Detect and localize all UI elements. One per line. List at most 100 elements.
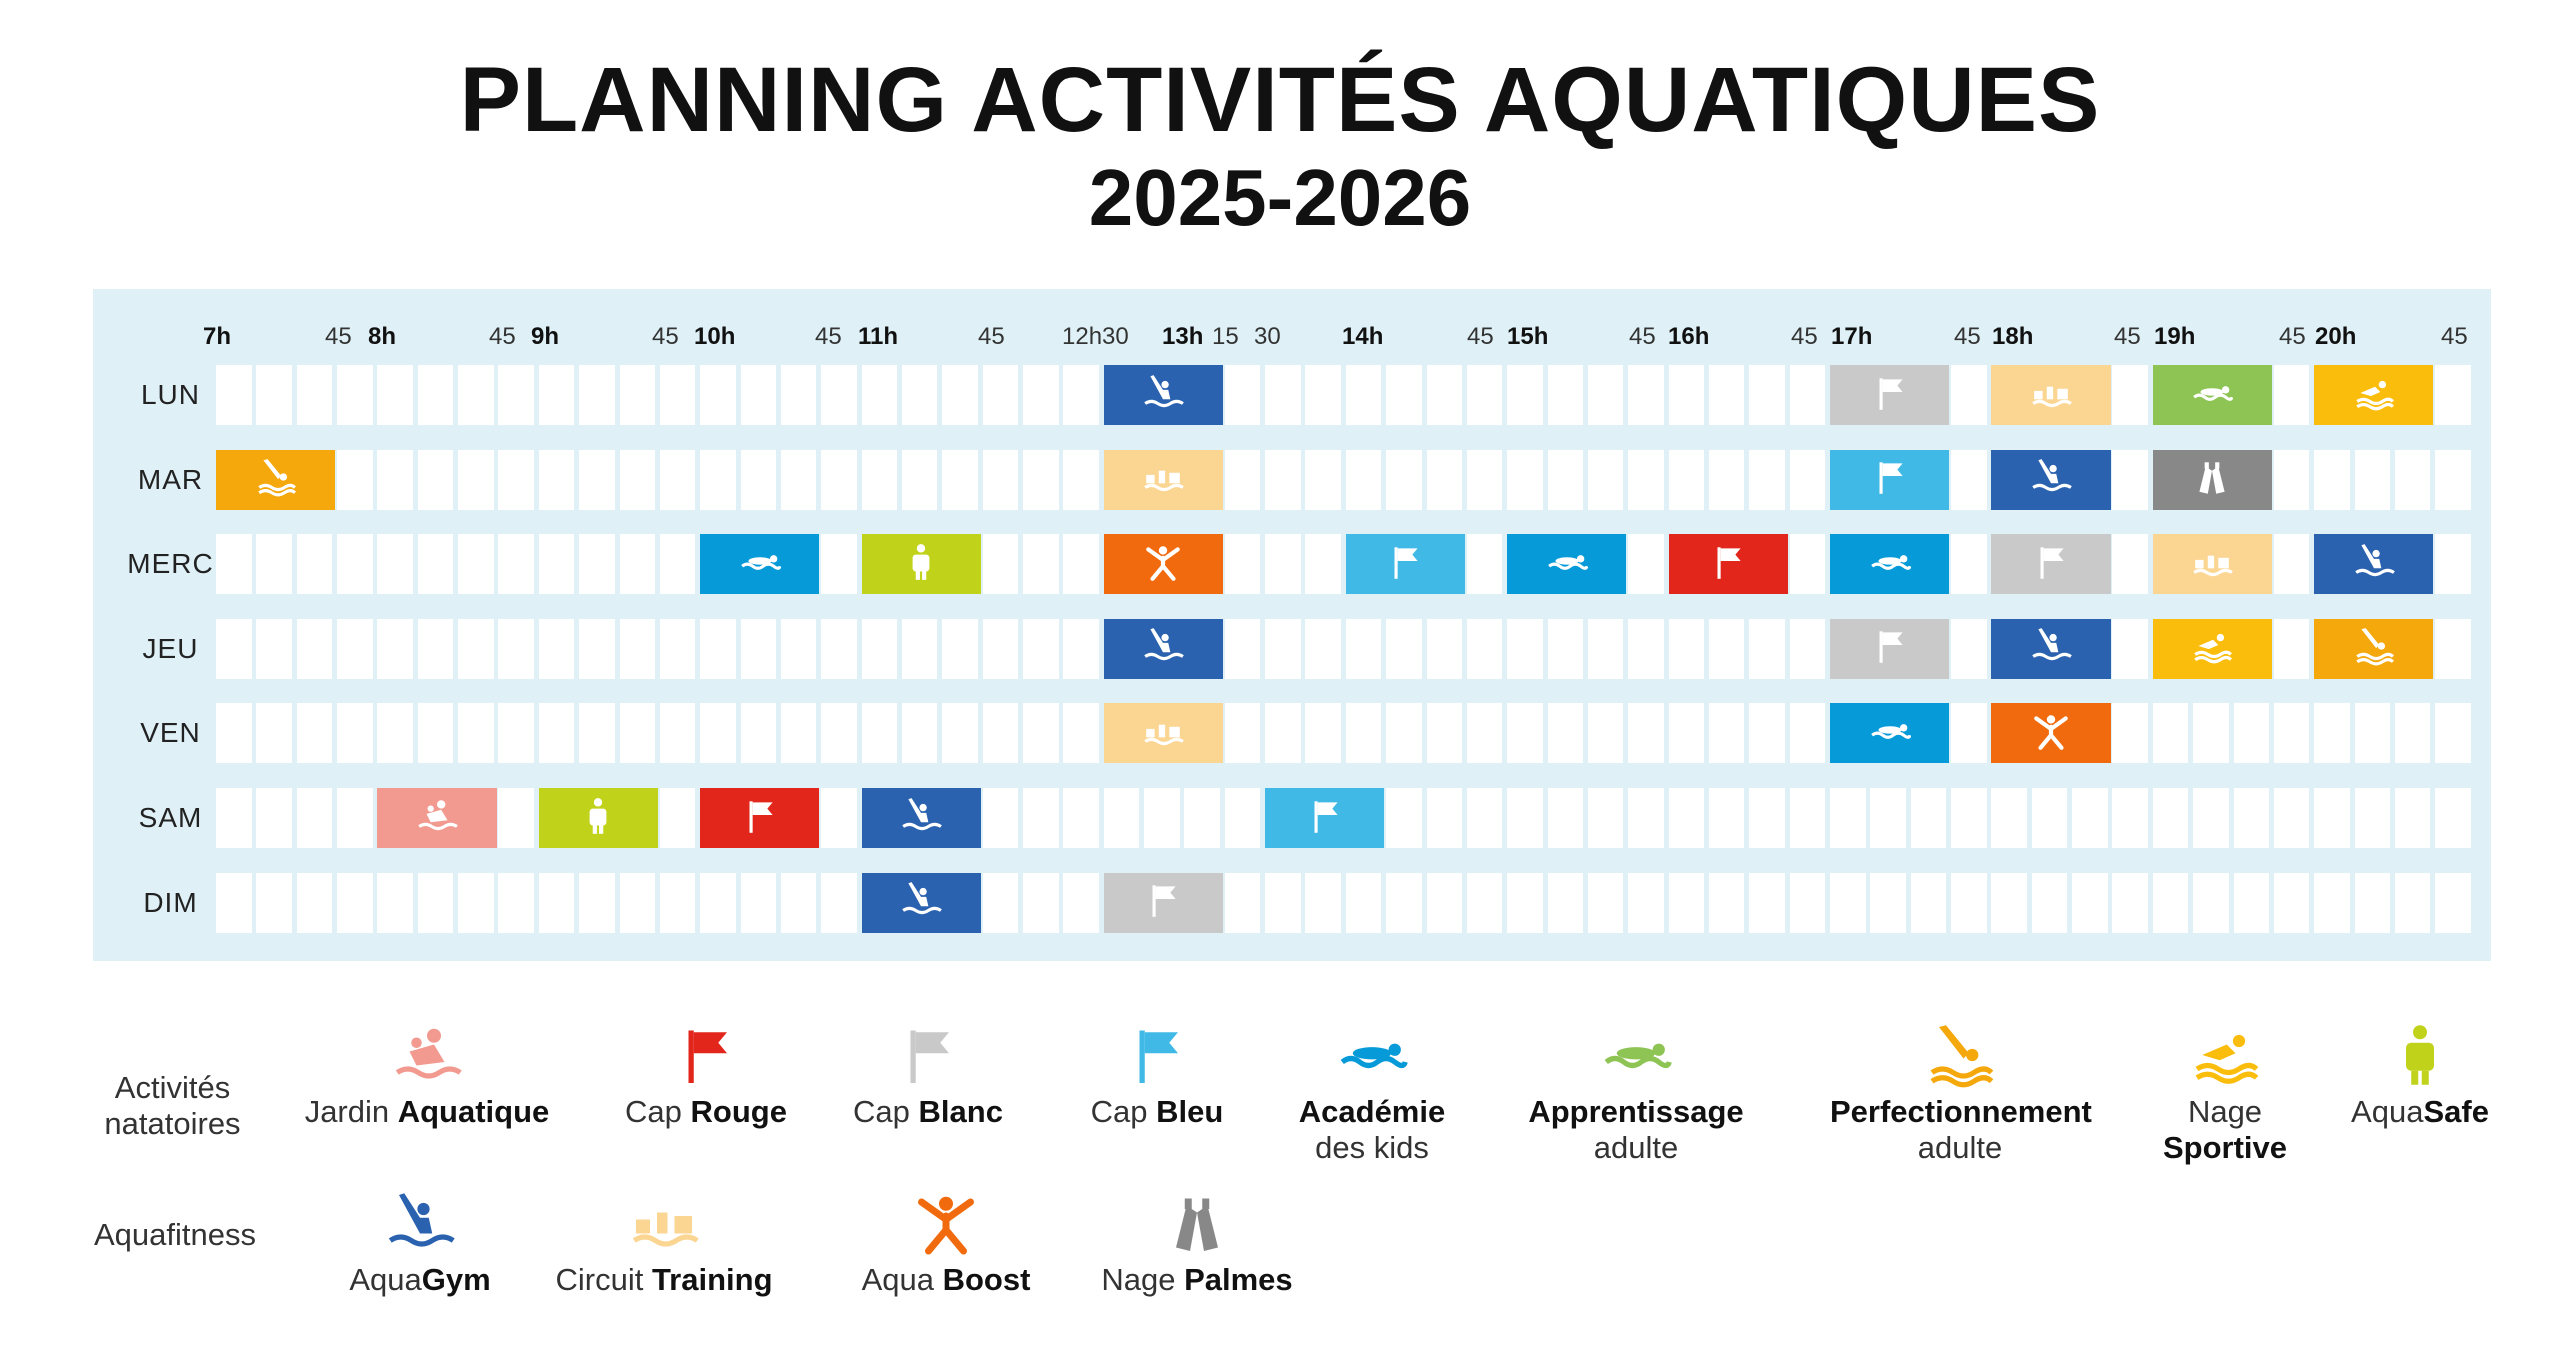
time-slot-cell <box>1910 788 1947 848</box>
time-slot-cell <box>1628 872 1664 933</box>
activity-block-nage-palmes[interactable] <box>2152 449 2272 510</box>
activity-block-cap-rouge[interactable] <box>700 788 820 848</box>
red-flag-icon <box>1707 541 1749 588</box>
time-tick-label: 45 <box>1629 323 1656 350</box>
activity-block-aquasafe[interactable] <box>538 788 658 848</box>
legend-label-bold: Safe <box>2423 1094 2489 1129</box>
activity-block-aquagym[interactable] <box>1103 365 1223 425</box>
swimmer-kids-icon <box>739 541 782 588</box>
time-slot-cell <box>619 449 655 510</box>
time-slot-cell <box>2273 703 2310 764</box>
blue-flag-icon <box>1384 541 1426 588</box>
legend-item-aquagym: AquaGym <box>290 1188 550 1298</box>
time-slot-cell <box>901 703 938 764</box>
activity-block-perfectionnement[interactable] <box>216 449 336 510</box>
activity-block-aquagym[interactable] <box>861 872 981 933</box>
time-slot-cell <box>821 449 857 510</box>
activity-block-cap-bleu[interactable] <box>1265 788 1385 848</box>
activity-block-aquagym[interactable] <box>1991 449 2111 510</box>
time-slot-cell <box>579 534 615 595</box>
sport-swimmer-icon <box>2191 625 2233 672</box>
time-slot-cell <box>780 449 817 510</box>
time-slot-cell <box>942 703 978 764</box>
time-slot-cell <box>2435 788 2471 848</box>
time-slot-cell <box>216 365 252 425</box>
time-slot-cell <box>538 703 575 764</box>
life-vest-icon <box>900 541 942 588</box>
page-title: PLANNING ACTIVITÉS AQUATIQUES <box>459 49 2101 151</box>
time-slot-cell <box>1507 449 1543 510</box>
activity-block-aqua-boost[interactable] <box>1103 534 1223 595</box>
time-slot-cell <box>1305 534 1341 595</box>
legend-label-regular: Aqua <box>861 1262 943 1297</box>
legend-item-academie: Académie des kids <box>1242 1020 1502 1166</box>
time-slot-cell <box>377 365 413 425</box>
time-slot-cell <box>256 365 292 425</box>
activity-block-cap-blanc[interactable] <box>1830 618 1950 679</box>
time-slot-cell <box>1708 872 1745 933</box>
activity-block-academie[interactable] <box>1830 703 1950 764</box>
time-tick-label: 45 <box>2441 323 2468 350</box>
aquagym-icon <box>378 1188 462 1258</box>
white-flag-icon <box>1869 625 1911 672</box>
activity-block-circuit-training[interactable] <box>1103 449 1223 510</box>
time-slot-cell <box>1587 449 1624 510</box>
time-slot-cell <box>2435 703 2471 764</box>
time-slot-cell <box>337 788 373 848</box>
time-slot-cell <box>417 703 454 764</box>
activity-block-apprentissage[interactable] <box>2152 365 2272 425</box>
page-subtitle: 2025-2026 <box>1088 153 1472 242</box>
activity-block-jardin[interactable] <box>377 788 497 848</box>
activity-block-nage-sportive[interactable] <box>2314 365 2434 425</box>
time-slot-cell <box>2273 449 2310 510</box>
time-slot-cell <box>296 703 333 764</box>
activity-block-nage-sportive[interactable] <box>2152 618 2272 679</box>
time-slot-cell <box>1265 872 1301 933</box>
time-tick-label: 13h <box>1162 323 1204 350</box>
activity-block-aqua-boost[interactable] <box>1991 703 2111 764</box>
aquagym-icon <box>2353 541 2395 588</box>
time-slot-cell <box>659 703 696 764</box>
time-slot-cell <box>1224 872 1261 933</box>
activity-block-aquagym[interactable] <box>2314 534 2434 595</box>
time-tick-label: 30 <box>1254 323 1281 350</box>
activity-block-aquagym[interactable] <box>1103 618 1223 679</box>
time-slot-cell <box>1063 788 1099 848</box>
time-slot-cell <box>538 449 575 510</box>
activity-block-circuit-training[interactable] <box>1103 703 1223 764</box>
time-slot-cell <box>1708 365 1745 425</box>
activity-block-academie[interactable] <box>1507 534 1627 595</box>
time-slot-cell <box>2354 788 2391 848</box>
white-flag-icon <box>1142 879 1184 926</box>
time-slot-cell <box>1547 872 1584 933</box>
activity-block-academie[interactable] <box>1830 534 1950 595</box>
time-slot-cell <box>377 449 413 510</box>
activity-block-aquasafe[interactable] <box>861 534 981 595</box>
legend-item-label: Jardin Aquatique <box>297 1094 557 1130</box>
activity-block-aquagym[interactable] <box>861 788 981 848</box>
activity-block-cap-blanc[interactable] <box>1103 872 1223 933</box>
activity-block-perfectionnement[interactable] <box>2314 618 2434 679</box>
activity-block-cap-blanc[interactable] <box>1830 365 1950 425</box>
time-slot-cell <box>1749 449 1785 510</box>
time-slot-cell <box>1386 788 1422 848</box>
time-slot-cell <box>1668 449 1705 510</box>
activity-block-cap-rouge[interactable] <box>1668 534 1788 595</box>
activity-block-academie[interactable] <box>700 534 820 595</box>
time-slot-cell <box>579 449 615 510</box>
time-slot-cell <box>2394 703 2431 764</box>
time-slot-cell <box>982 534 1019 595</box>
activity-block-cap-bleu[interactable] <box>1830 449 1950 510</box>
activity-block-aquagym[interactable] <box>1991 618 2111 679</box>
life-vest-icon <box>577 795 619 842</box>
time-slot-cell <box>2112 703 2148 764</box>
activity-block-cap-bleu[interactable] <box>1345 534 1465 595</box>
fins-icon <box>1155 1188 1239 1258</box>
legend-category-aquafitness: Aquafitness <box>94 1217 256 1252</box>
activity-block-circuit-training[interactable] <box>2152 534 2272 595</box>
time-slot-cell <box>538 872 575 933</box>
time-slot-cell <box>1063 872 1099 933</box>
time-tick-label: 16h <box>1668 323 1710 350</box>
activity-block-cap-blanc[interactable] <box>1991 534 2111 595</box>
activity-block-circuit-training[interactable] <box>1991 365 2111 425</box>
